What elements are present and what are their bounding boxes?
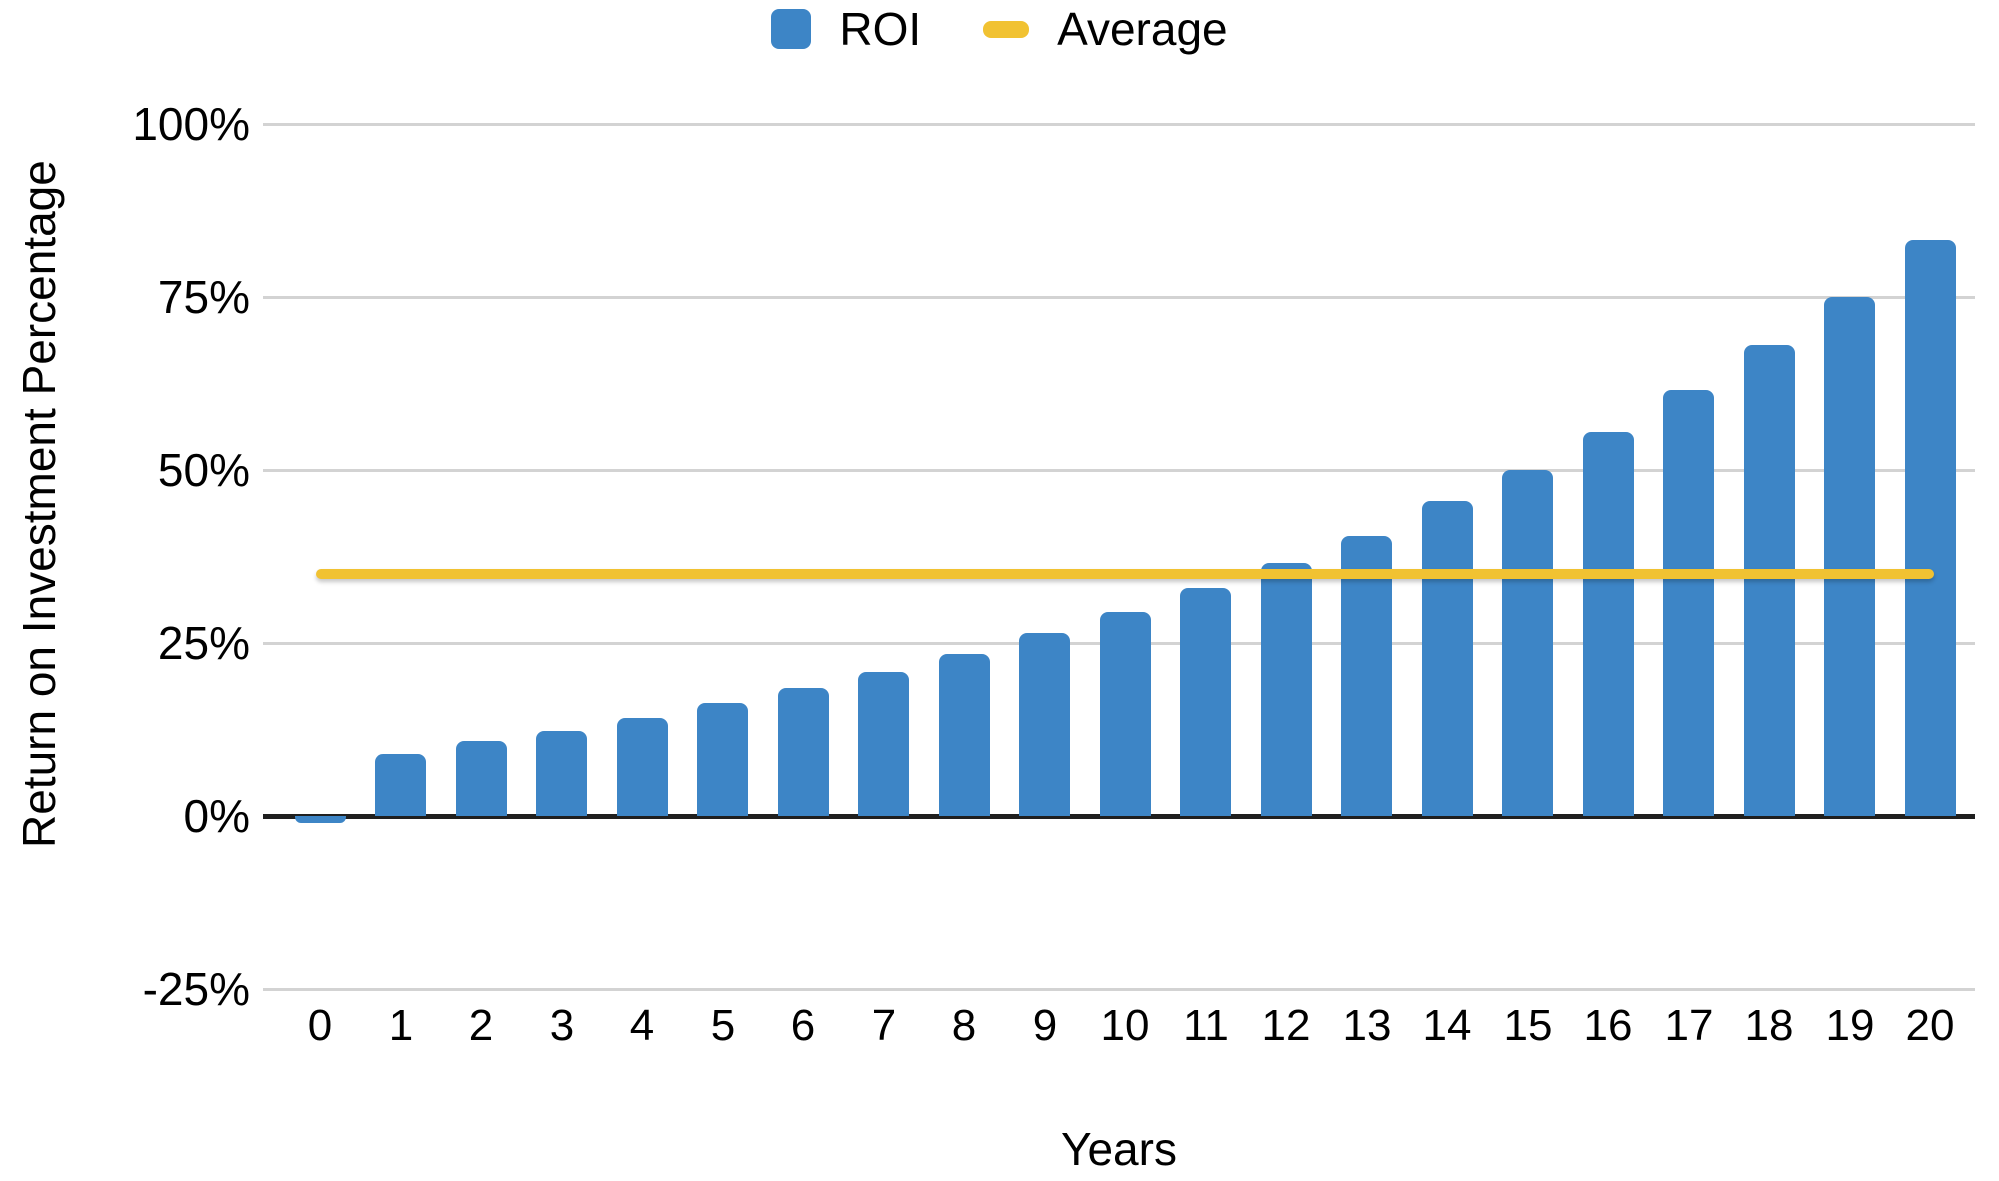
x-tick-label-9: 9 <box>1032 1001 1058 1050</box>
legend-item-roi: ROI <box>771 6 921 52</box>
x-tick-label-15: 15 <box>1503 1001 1553 1050</box>
y-tick-label-0: 0% <box>183 790 250 842</box>
roi-bar-year-14 <box>1422 501 1473 816</box>
roi-bar-year-13 <box>1341 536 1392 816</box>
gridline-50 <box>263 469 1975 472</box>
x-tick-label-11: 11 <box>1183 1001 1229 1050</box>
x-tick-label-6: 6 <box>790 1001 816 1050</box>
gridline--25 <box>263 988 1975 991</box>
roi-bar-year-8 <box>939 654 990 816</box>
x-tick-label-8: 8 <box>951 1001 977 1050</box>
x-tick-label-1: 1 <box>388 1001 414 1050</box>
average-swatch-icon <box>983 20 1030 38</box>
roi-bar-year-15 <box>1502 470 1553 816</box>
roi-bar-year-0 <box>295 816 346 823</box>
x-tick-label-16: 16 <box>1583 1001 1633 1050</box>
x-tick-label-7: 7 <box>871 1001 897 1050</box>
zero-axis-line <box>263 814 1975 819</box>
x-tick-label-18: 18 <box>1744 1001 1794 1050</box>
y-tick-label-25: 25% <box>157 617 250 669</box>
y-tick-label-100: 100% <box>132 98 250 150</box>
roi-bar-year-19 <box>1824 297 1875 816</box>
roi-bar-year-6 <box>778 688 829 816</box>
x-tick-label-14: 14 <box>1422 1001 1472 1050</box>
gridline-100 <box>263 123 1975 126</box>
roi-bar-year-10 <box>1100 612 1151 816</box>
roi-bar-year-5 <box>697 703 748 816</box>
x-tick-label-10: 10 <box>1100 1001 1150 1050</box>
gridline-75 <box>263 296 1975 299</box>
roi-bar-year-4 <box>617 718 668 816</box>
roi-bar-year-18 <box>1744 345 1795 816</box>
roi-bar-year-9 <box>1019 633 1070 816</box>
roi-bar-year-1 <box>375 754 426 816</box>
x-tick-label-19: 19 <box>1825 1001 1875 1050</box>
x-tick-label-4: 4 <box>629 1001 655 1050</box>
y-tick-label-50: 50% <box>157 444 250 496</box>
x-tick-label-13: 13 <box>1342 1001 1392 1050</box>
x-tick-label-5: 5 <box>710 1001 736 1050</box>
roi-bar-year-11 <box>1180 588 1231 816</box>
legend-roi-label: ROI <box>839 3 922 55</box>
x-tick-label-2: 2 <box>468 1001 494 1050</box>
x-tick-label-20: 20 <box>1905 1001 1955 1050</box>
roi-bar-year-3 <box>536 731 587 816</box>
x-tick-label-17: 17 <box>1664 1001 1714 1050</box>
legend-average-label: Average <box>1057 3 1228 55</box>
x-tick-label-12: 12 <box>1261 1001 1311 1050</box>
x-tick-label-3: 3 <box>549 1001 575 1050</box>
roi-bar-year-7 <box>858 672 909 816</box>
y-tick-label-75: 75% <box>157 271 250 323</box>
roi-bar-year-12 <box>1261 563 1312 816</box>
roi-bar-year-2 <box>456 741 507 816</box>
y-axis-title: Return on Investment Percentage <box>13 160 65 848</box>
x-tick-label-0: 0 <box>307 1001 333 1050</box>
roi-bar-year-17 <box>1663 390 1714 816</box>
roi-swatch-icon <box>771 9 812 49</box>
x-axis-title: Years <box>1061 1123 1177 1175</box>
legend: ROI Average <box>0 6 1999 52</box>
y-tick-label--25: -25% <box>142 963 250 1015</box>
average-line <box>316 569 1934 579</box>
roi-bar-year-16 <box>1583 432 1634 816</box>
legend-item-average: Average <box>983 6 1228 52</box>
roi-bar-year-20 <box>1905 240 1956 816</box>
